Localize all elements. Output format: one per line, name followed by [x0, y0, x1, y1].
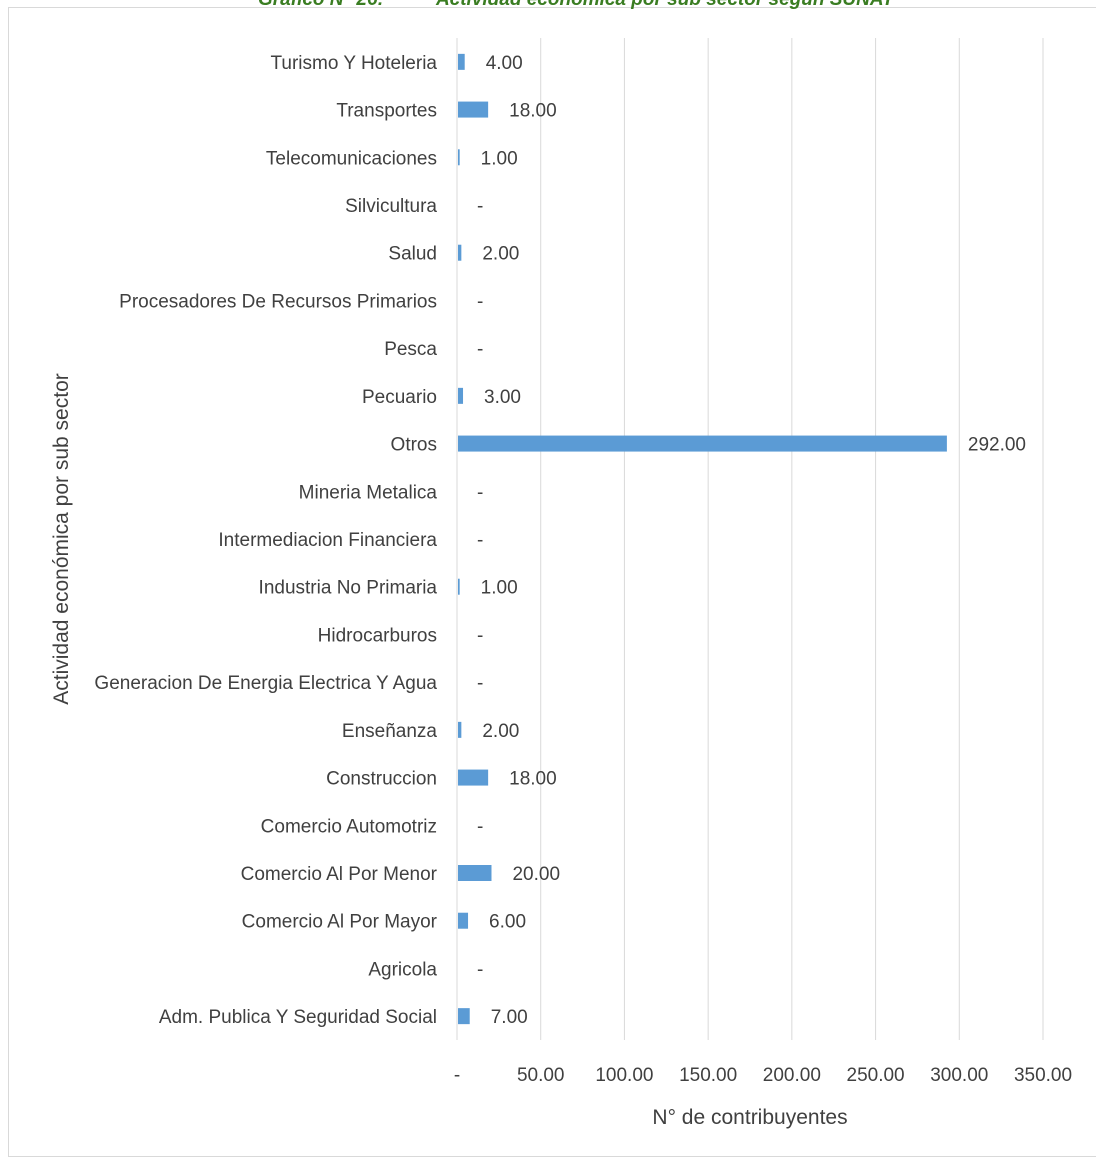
category-label: Silvicultura	[345, 196, 437, 217]
data-label: -	[477, 673, 483, 694]
category-label: Transportes	[336, 101, 437, 122]
data-label: -	[477, 196, 483, 217]
bar	[458, 1008, 470, 1025]
category-label: Generacion De Energia Electrica Y Agua	[94, 673, 437, 694]
category-label: Hidrocarburos	[318, 625, 437, 646]
bar	[458, 578, 460, 595]
bar	[458, 865, 492, 881]
bar	[458, 149, 460, 166]
bar	[458, 387, 464, 404]
category-label: Otros	[391, 435, 437, 456]
category-label: Turismo Y Hoteleria	[271, 53, 438, 74]
category-label: Intermediacion Financiera	[218, 530, 437, 551]
x-axis-title: N° de contribuyentes	[652, 1106, 847, 1129]
data-label: 18.00	[509, 101, 557, 122]
data-label: 2.00	[482, 721, 519, 742]
x-tick-label: 100.00	[595, 1065, 653, 1086]
category-label: Salud	[388, 244, 437, 265]
category-label: Mineria Metalica	[299, 482, 438, 503]
x-tick-label: -	[454, 1065, 460, 1086]
data-label: -	[477, 482, 483, 503]
category-label: Industria No Primaria	[259, 578, 438, 599]
data-label: -	[477, 339, 483, 360]
bar	[458, 912, 469, 929]
bar	[458, 721, 462, 738]
x-tick-label: 250.00	[847, 1065, 905, 1086]
data-label: 3.00	[484, 387, 521, 408]
data-label: 292.00	[968, 435, 1026, 456]
x-tick-label: 300.00	[930, 1065, 988, 1086]
category-label: Telecomunicaciones	[266, 148, 437, 169]
bar	[458, 435, 947, 452]
data-label: -	[477, 816, 483, 837]
category-label: Agricola	[368, 959, 437, 980]
data-label: 1.00	[481, 148, 518, 169]
category-label: Comercio Al Por Menor	[241, 864, 438, 885]
x-tick-labels: - 50.00 100.00 150.00 200.00 250.00 300.00 350.…	[454, 1065, 1072, 1086]
x-tick-label: 150.00	[679, 1065, 737, 1086]
data-label: -	[477, 959, 483, 980]
chart-title: Grafico N° 26: Actividad económica por s…	[258, 0, 894, 11]
category-label: Pesca	[384, 339, 437, 360]
data-label: -	[477, 291, 483, 312]
data-label: 4.00	[486, 53, 523, 74]
bar	[458, 769, 489, 786]
category-labels: Turismo Y Hoteleria Transportes Telecomuni…	[94, 53, 437, 1028]
bar	[458, 244, 462, 261]
data-labels: 4.00 18.00 1.00 - 2.00 - - 3.00 292.00 - - 1.00 - - 2.…	[477, 53, 1026, 1028]
y-axis-title: Actividad económica por sub sector	[50, 373, 73, 705]
data-label: -	[477, 625, 483, 646]
category-label: Comercio Automotriz	[261, 816, 437, 837]
category-label: Comercio Al Por Mayor	[242, 912, 438, 933]
category-label: Procesadores De Recursos Primarios	[119, 291, 437, 312]
data-label: -	[477, 530, 483, 551]
data-label: 6.00	[489, 912, 526, 933]
bars	[458, 53, 947, 1025]
category-label: Enseñanza	[342, 721, 438, 742]
data-label: 1.00	[481, 578, 518, 599]
x-tick-label: 50.00	[517, 1065, 565, 1086]
gridlines	[456, 38, 1044, 1040]
data-label: 18.00	[509, 769, 557, 790]
bar	[458, 53, 465, 70]
x-tick-label: 200.00	[763, 1065, 821, 1086]
data-label: 2.00	[482, 244, 519, 265]
category-label: Adm. Publica Y Seguridad Social	[159, 1007, 437, 1028]
data-label: 7.00	[491, 1007, 528, 1028]
category-label: Pecuario	[362, 387, 437, 408]
category-label: Construccion	[326, 769, 437, 790]
bar	[458, 101, 489, 118]
data-label: 20.00	[512, 864, 560, 885]
x-tick-label: 350.00	[1014, 1065, 1072, 1086]
